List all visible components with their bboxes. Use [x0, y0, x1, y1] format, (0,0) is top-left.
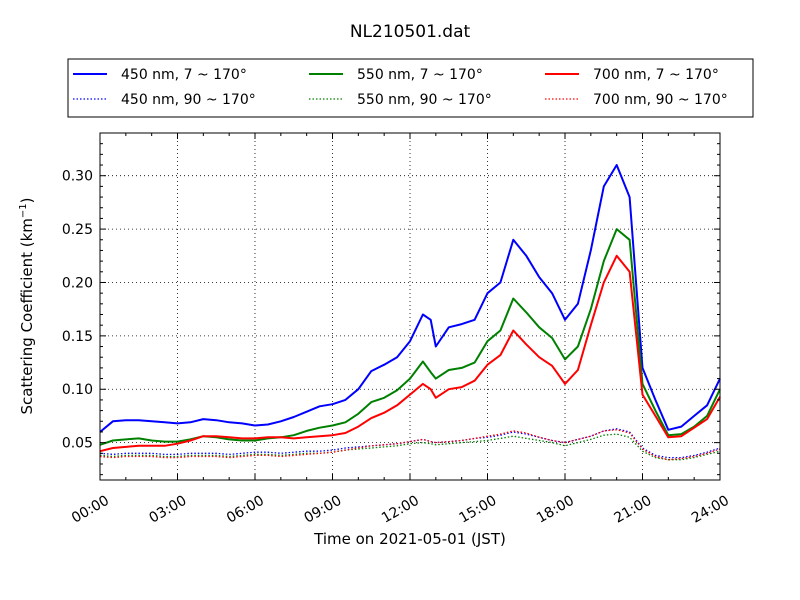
y-tick-label: 0.15: [62, 329, 93, 345]
series-line-1: [99, 164, 721, 433]
y-tick-label: 0.10: [62, 382, 93, 398]
y-axis-label-text: Scattering Coefficient (km: [18, 218, 36, 414]
legend-label-5: 700 nm, 7 ~ 170°: [593, 67, 719, 83]
legend-label-4: 550 nm, 90 ~ 170°: [357, 92, 492, 108]
plot-area: [100, 133, 720, 480]
y-tick-label: 0.20: [62, 275, 93, 291]
y-tick-label: 0.30: [62, 169, 93, 185]
y-tick-label: 0.25: [62, 222, 93, 238]
legend-label-2: 450 nm, 90 ~ 170°: [121, 92, 256, 108]
y-axis-label: Scattering Coefficient (km−1): [18, 197, 36, 414]
legend-label-6: 700 nm, 90 ~ 170°: [593, 92, 728, 108]
legend: 450 nm, 7 ~ 170° 450 nm, 90 ~ 170° 550 nm,…: [67, 58, 754, 118]
chart-title: NL210501.dat: [350, 22, 471, 42]
y-axis-label-close: ): [18, 197, 36, 203]
x-axis-label: Time on 2021-05-01 (JST): [313, 530, 506, 548]
series-line-2: [99, 428, 721, 459]
y-axis-label-unit-exponent: −1: [18, 203, 29, 218]
series-line-6: [99, 429, 721, 461]
legend-label-3: 550 nm, 7 ~ 170°: [357, 67, 483, 83]
y-tick-label: 0.05: [62, 436, 93, 452]
legend-box: [67, 58, 754, 118]
series-layer: [99, 164, 721, 461]
series-line-5: [99, 254, 721, 453]
legend-label-1: 450 nm, 7 ~ 170°: [121, 67, 247, 83]
plot-frame: [99, 132, 721, 481]
series-line-4: [99, 433, 721, 461]
